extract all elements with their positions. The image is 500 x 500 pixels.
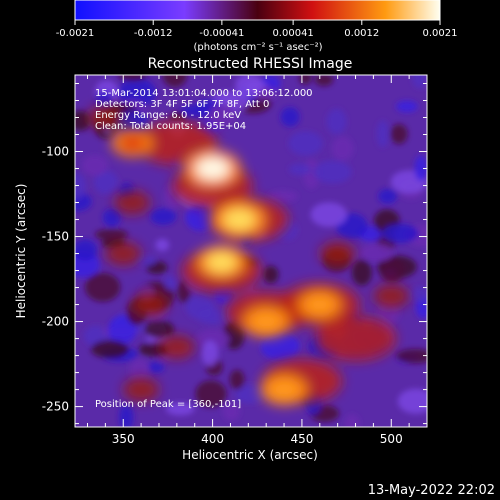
y-tick-label: -200 <box>42 315 69 329</box>
colorbar-unit-label: (photons cm⁻² s⁻¹ asec⁻²) <box>193 42 322 53</box>
emission-core <box>195 157 230 180</box>
y-tick-label: -250 <box>42 400 69 414</box>
x-tick-label: 400 <box>201 432 224 446</box>
annotation-counts: Clean: Total counts: 1.95E+04 <box>95 121 246 132</box>
annotation-detectors: Detectors: 3F 4F 5F 6F 7F 8F, Att 0 <box>95 99 269 110</box>
chart-title: Reconstructed RHESSI Image <box>148 56 353 72</box>
footer-date: 13-May-2022 22:02 <box>368 483 495 498</box>
y-axis-label: Heliocentric Y (arcsec) <box>14 184 28 319</box>
y-tick-label: -150 <box>42 230 69 244</box>
plot-frame <box>74 74 428 428</box>
colorbar-tick-label: 0.0012 <box>344 28 379 39</box>
colorbar-ticks: -0.0021 -0.0012 -0.00041 0.00041 0.0012 0.002… <box>56 20 458 39</box>
colorbar-tick-label: -0.00041 <box>199 28 244 39</box>
colorbar-tick-label: 0.0021 <box>423 28 458 39</box>
x-axis-label: Heliocentric X (arcsec) <box>182 448 318 462</box>
colorbar-tick-label: -0.0021 <box>56 28 95 39</box>
x-tick-label: 450 <box>290 432 313 446</box>
peak-position-label: Position of Peak = [360,-101] <box>95 399 241 410</box>
x-tick-label: 350 <box>112 432 135 446</box>
emission-core <box>119 134 145 152</box>
x-tick-label: 500 <box>380 432 403 446</box>
emission-core <box>269 379 299 400</box>
annotation-energy: Energy Range: 6.0 - 12.0 keV <box>95 110 241 121</box>
y-tick-label: -100 <box>42 145 69 159</box>
emission-core <box>306 295 334 314</box>
colorbar-tick-label: 0.00041 <box>272 28 313 39</box>
emission-core <box>223 208 256 231</box>
colorbar <box>74 0 441 21</box>
heatmap-image <box>75 75 427 427</box>
emission-core <box>206 251 237 273</box>
emission-core <box>251 311 281 332</box>
annotation-time: 15-Mar-2014 13:01:04.000 to 13:06:12.000 <box>95 88 313 99</box>
axes: 350 400 450 500 -100 -150 -200 -250 <box>42 75 428 446</box>
colorbar-tick-label: -0.0012 <box>134 28 173 39</box>
annotation-block: 15-Mar-2014 13:01:04.000 to 13:06:12.000… <box>95 88 313 132</box>
